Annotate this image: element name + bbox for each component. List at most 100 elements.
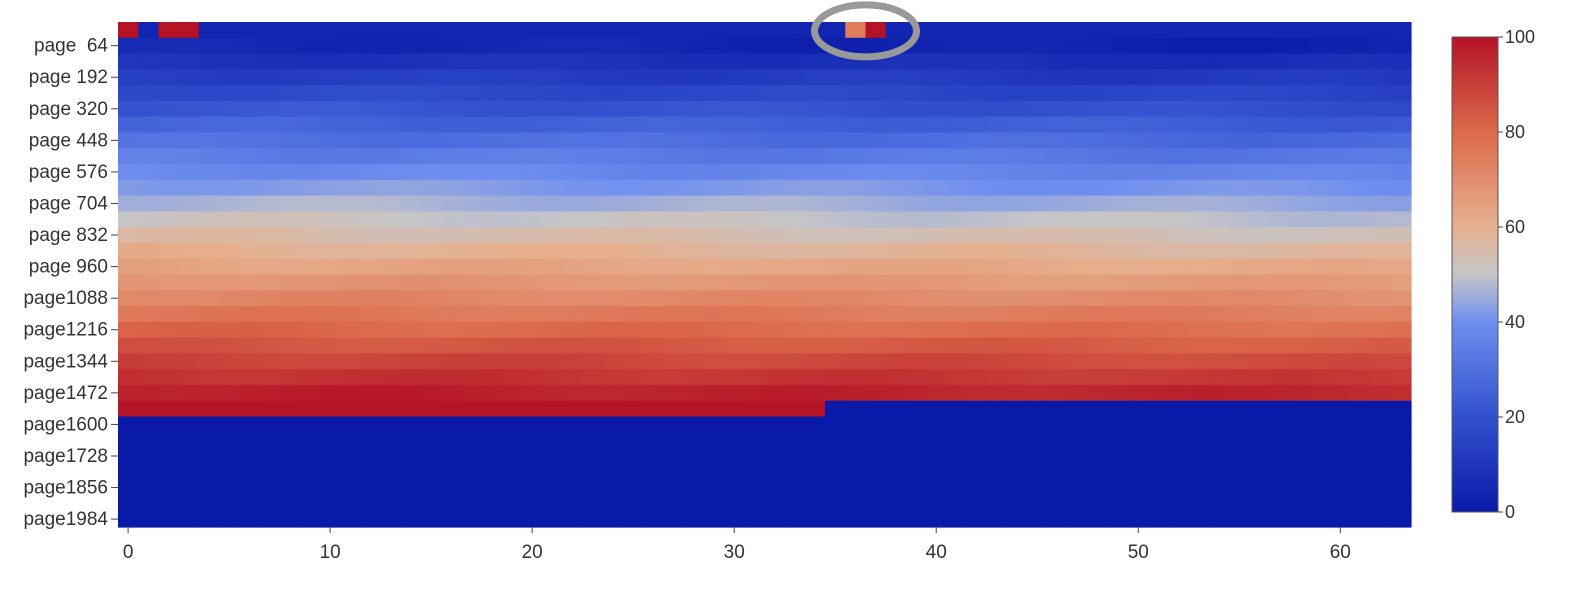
heatmap-cell bbox=[1269, 416, 1291, 433]
heatmap-cell bbox=[764, 211, 786, 228]
heatmap-cell bbox=[481, 384, 503, 402]
heatmap-cell bbox=[522, 432, 543, 449]
heatmap-cell bbox=[966, 400, 988, 418]
colorbar-gradient bbox=[1451, 36, 1499, 513]
heatmap-cell bbox=[441, 242, 463, 260]
heatmap-cell bbox=[158, 85, 180, 102]
heatmap-cell bbox=[643, 195, 665, 212]
heatmap-cell bbox=[219, 211, 240, 228]
heatmap-cell bbox=[1249, 179, 1271, 197]
heatmap-cell bbox=[279, 353, 301, 370]
heatmap-cell bbox=[1229, 37, 1250, 55]
heatmap-cell bbox=[501, 22, 523, 39]
heatmap-cell bbox=[178, 495, 200, 512]
heatmap-cell bbox=[299, 463, 321, 481]
heatmap-cell bbox=[299, 321, 321, 339]
heatmap-cell bbox=[1350, 69, 1372, 86]
heatmap-cell bbox=[1208, 69, 1230, 86]
heatmap-cell bbox=[1027, 448, 1048, 465]
heatmap-cell bbox=[744, 211, 766, 228]
heatmap-cell bbox=[1148, 321, 1170, 339]
heatmap-cell bbox=[501, 69, 523, 86]
heatmap-cell bbox=[501, 242, 523, 260]
heatmap-cell bbox=[643, 132, 665, 149]
heatmap-cell bbox=[1208, 37, 1230, 55]
heatmap-cell bbox=[320, 290, 341, 307]
heatmap-cell bbox=[1188, 495, 1210, 512]
heatmap-cell bbox=[663, 432, 685, 449]
heatmap-cell bbox=[481, 416, 503, 433]
heatmap-cell bbox=[1168, 195, 1190, 212]
heatmap-cell bbox=[522, 148, 543, 165]
heatmap-cell bbox=[1027, 384, 1048, 402]
heatmap-cell bbox=[1229, 384, 1250, 402]
heatmap-cell bbox=[946, 274, 968, 291]
heatmap-cell bbox=[198, 22, 220, 39]
heatmap-cell bbox=[663, 384, 685, 402]
heatmap-cell bbox=[764, 416, 786, 433]
heatmap-cell bbox=[1309, 369, 1331, 386]
heatmap-cell bbox=[643, 37, 665, 55]
heatmap-cell bbox=[744, 179, 766, 197]
heatmap-cell bbox=[299, 400, 321, 418]
heatmap-cell bbox=[905, 69, 927, 86]
heatmap-cell bbox=[663, 448, 685, 465]
heatmap-cell bbox=[1208, 211, 1230, 228]
heatmap-cell bbox=[320, 369, 341, 386]
heatmap-cell bbox=[239, 37, 261, 55]
heatmap-cell bbox=[421, 290, 442, 307]
heatmap-cell bbox=[1370, 448, 1392, 465]
heatmap-cell bbox=[926, 290, 947, 307]
heatmap-cell bbox=[421, 69, 442, 86]
heatmap-cell bbox=[1350, 353, 1372, 370]
heatmap-cell bbox=[1047, 511, 1069, 528]
heatmap-cell bbox=[441, 511, 463, 528]
heatmap-cell bbox=[986, 463, 1008, 481]
heatmap-cell bbox=[986, 132, 1008, 149]
heatmap-cell bbox=[219, 22, 240, 39]
heatmap-cell bbox=[481, 53, 503, 70]
heatmap-cell bbox=[784, 69, 806, 86]
heatmap-cell bbox=[885, 22, 907, 39]
heatmap-cell bbox=[481, 321, 503, 339]
heatmap-cell bbox=[219, 274, 240, 291]
heatmap-cell bbox=[885, 69, 907, 86]
heatmap-cell bbox=[966, 290, 988, 307]
heatmap-cell bbox=[340, 495, 362, 512]
heatmap-cell bbox=[1390, 100, 1412, 118]
heatmap-cell bbox=[1350, 179, 1372, 197]
heatmap-cell bbox=[582, 432, 604, 449]
heatmap-cell bbox=[623, 227, 644, 244]
heatmap-cell bbox=[562, 306, 584, 323]
heatmap-cell bbox=[885, 100, 907, 118]
heatmap-cell bbox=[966, 132, 988, 149]
heatmap-cell bbox=[1249, 400, 1271, 418]
heatmap-cell bbox=[926, 22, 947, 39]
heatmap-cell bbox=[118, 511, 139, 528]
heatmap-cell bbox=[1309, 274, 1331, 291]
heatmap-cell bbox=[1309, 132, 1331, 149]
heatmap-cell bbox=[825, 400, 846, 418]
heatmap-cell bbox=[562, 353, 584, 370]
heatmap-cell bbox=[663, 195, 685, 212]
heatmap-cell bbox=[1208, 242, 1230, 260]
heatmap-cell bbox=[1390, 432, 1412, 449]
heatmap-cell bbox=[562, 337, 584, 355]
heatmap-cell bbox=[421, 337, 442, 355]
heatmap-cell bbox=[158, 274, 180, 291]
heatmap-cell bbox=[1289, 353, 1311, 370]
heatmap-cell bbox=[1208, 164, 1230, 181]
heatmap-cell bbox=[481, 479, 503, 497]
heatmap-cell bbox=[1370, 211, 1392, 228]
heatmap-cell bbox=[1128, 337, 1149, 355]
heatmap-cell bbox=[1289, 179, 1311, 197]
heatmap-cell bbox=[441, 148, 463, 165]
heatmap-cell bbox=[784, 432, 806, 449]
heatmap-cell bbox=[582, 258, 604, 276]
heatmap-cell bbox=[299, 53, 321, 70]
heatmap-cell bbox=[340, 211, 362, 228]
heatmap-cell bbox=[724, 22, 745, 39]
heatmap-cell bbox=[1390, 274, 1412, 291]
heatmap-cell bbox=[1128, 242, 1149, 260]
heatmap-cell bbox=[198, 479, 220, 497]
